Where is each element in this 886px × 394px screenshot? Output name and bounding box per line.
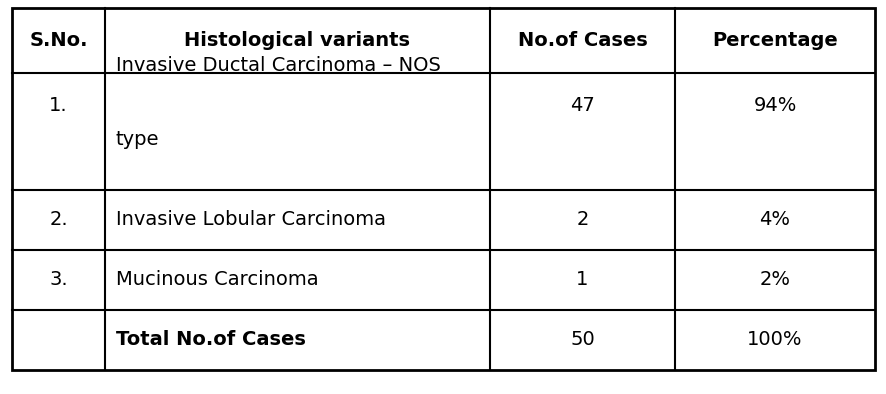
Text: S.No.: S.No. [29, 31, 88, 50]
Text: Invasive Ductal Carcinoma – NOS

type: Invasive Ductal Carcinoma – NOS type [116, 56, 440, 149]
Text: 100%: 100% [747, 331, 803, 349]
Text: Invasive Lobular Carcinoma: Invasive Lobular Carcinoma [116, 210, 385, 229]
Text: 3.: 3. [50, 270, 68, 290]
Text: Percentage: Percentage [712, 31, 838, 50]
Text: 2: 2 [576, 210, 588, 229]
Text: 1: 1 [576, 270, 588, 290]
Text: Mucinous Carcinoma: Mucinous Carcinoma [116, 270, 318, 290]
Text: 94%: 94% [753, 96, 797, 115]
Text: 47: 47 [570, 96, 595, 115]
Text: 2.: 2. [50, 210, 68, 229]
Text: 2%: 2% [759, 270, 790, 290]
Text: 50: 50 [570, 331, 595, 349]
Text: No.of Cases: No.of Cases [517, 31, 648, 50]
Text: 4%: 4% [759, 210, 790, 229]
Text: Total No.of Cases: Total No.of Cases [116, 331, 306, 349]
Text: Histological variants: Histological variants [184, 31, 410, 50]
Text: 1.: 1. [50, 96, 68, 115]
